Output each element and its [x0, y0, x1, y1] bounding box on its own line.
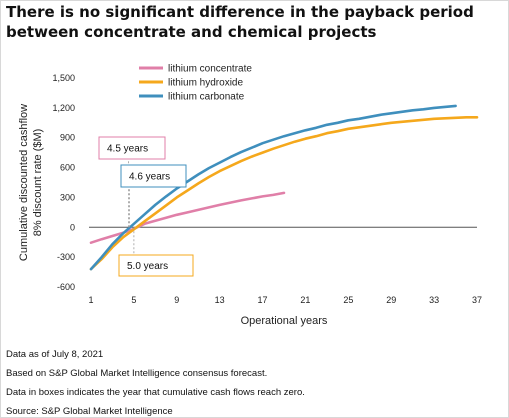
y-axis-label-line-1: Cumulative discounted cashflow	[18, 104, 30, 261]
note-source: Source: S&P Global Market Intelligence	[6, 406, 173, 417]
payback-callouts: 4.5 years 4.6 years 5.0 years	[98, 136, 194, 277]
legend-label: lithium hydroxide	[168, 78, 243, 89]
x-tick-label: 13	[215, 295, 225, 305]
callout-box	[118, 254, 194, 277]
note-data-date: Data as of July 8, 2021	[6, 349, 104, 360]
legend-label: lithium concentrate	[168, 64, 252, 75]
series-line-lithium-carbonate	[89, 104, 457, 271]
x-tick-label: 25	[343, 295, 353, 305]
x-axis-ticks: 1 5 9 13 17 21 25 29 33 37	[88, 295, 482, 305]
x-tick-label: 5	[131, 295, 136, 305]
note-boxes-explanation: Data in boxes indicates the year that cu…	[6, 387, 305, 398]
y-tick-label: -300	[57, 252, 75, 262]
chart-title: There is no significant difference in th…	[6, 2, 504, 42]
x-tick-label: 1	[88, 295, 93, 305]
y-tick-label: 600	[60, 163, 75, 173]
chart-notes: Data as of July 8, 2021 Based on S&P Glo…	[6, 345, 504, 417]
y-tick-label: 1,200	[52, 103, 75, 113]
callout-label: 4.6 years	[129, 172, 170, 183]
legend-label: lithium carbonate	[168, 92, 245, 103]
x-tick-label: 33	[429, 295, 439, 305]
note-forecast-basis: Based on S&P Global Market Intelligence …	[6, 368, 268, 379]
series-lines	[89, 104, 479, 271]
callout-label: 4.5 years	[107, 144, 148, 155]
legend: lithium concentrate lithium hydroxide lith…	[139, 64, 252, 103]
chart-title-line-2: between concentrate and chemical project…	[6, 23, 377, 41]
chart-title-line-1: There is no significant difference in th…	[6, 3, 474, 21]
x-axis-label: Operational years	[241, 315, 328, 327]
y-tick-label: 300	[60, 192, 75, 202]
x-tick-label: 37	[472, 295, 482, 305]
y-tick-label: 1,500	[52, 73, 75, 83]
x-tick-label: 29	[386, 295, 396, 305]
line-chart: Cumulative discounted cashflow 8% discou…	[18, 64, 482, 328]
callout-box	[120, 164, 187, 188]
callout-box	[98, 136, 166, 160]
series-line-lithium-hydroxide	[89, 116, 479, 271]
y-tick-label: -600	[57, 282, 75, 292]
y-axis-label: Cumulative discounted cashflow 8% discou…	[18, 104, 44, 261]
y-tick-label: 900	[60, 133, 75, 143]
y-axis-label-line-2: 8% discount rate ($M)	[32, 129, 44, 237]
y-tick-label: 0	[70, 222, 75, 232]
x-tick-label: 9	[174, 295, 179, 305]
callout-label: 5.0 years	[127, 261, 168, 272]
y-axis-ticks: -600 -300 0 300 600 900 1,200 1,500	[52, 73, 75, 292]
x-tick-label: 21	[300, 295, 310, 305]
x-tick-label: 17	[258, 295, 268, 305]
